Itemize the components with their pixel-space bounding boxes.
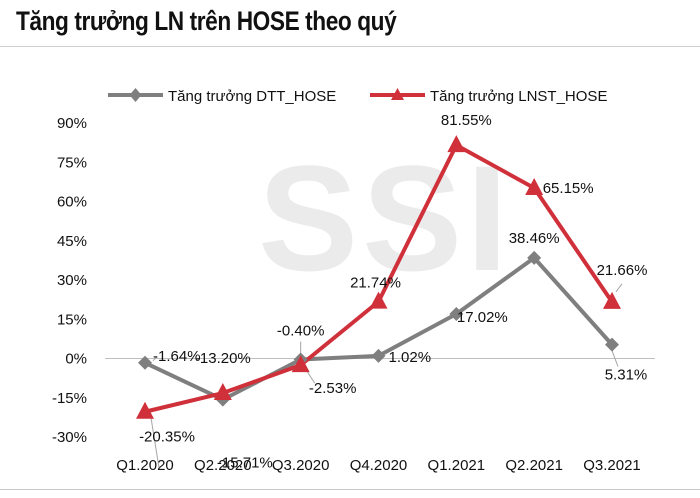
x-tick-label: Q3.2020 xyxy=(272,457,330,474)
data-point-dtt xyxy=(138,355,152,370)
y-tick-label: 90% xyxy=(57,115,87,132)
legend-marker-dtt xyxy=(129,88,142,102)
x-axis-ticks: Q1.2020 Q2.2020 Q3.2020 Q4.2020 Q1.2021 Q2.20… xyxy=(116,457,641,474)
data-point-dtt xyxy=(527,250,542,265)
y-tick-label: 60% xyxy=(57,194,87,211)
legend-label-lnst: Tăng trưởng LNST_HOSE xyxy=(430,88,607,105)
data-point-dtt xyxy=(371,348,386,363)
data-point-dtt xyxy=(449,306,464,321)
data-point-lnst xyxy=(136,401,154,419)
data-label-dtt: -15.71% xyxy=(217,455,273,472)
x-tick-label: Q3.2021 xyxy=(583,457,641,474)
data-point-lnst xyxy=(369,291,388,309)
data-label-lnst: 81.55% xyxy=(441,112,492,129)
data-label-dtt: -1.64% xyxy=(153,348,201,365)
y-tick-label: -15% xyxy=(52,390,87,407)
data-label-dtt: -0.40% xyxy=(277,323,325,340)
data-point-lnst xyxy=(213,383,232,401)
y-axis-ticks: -30% -15% 0% 15% 30% 45% 60% 75% 90% xyxy=(52,115,87,446)
data-label-lnst: 65.15% xyxy=(543,180,594,197)
x-tick-label: Q1.2021 xyxy=(428,457,486,474)
data-point-lnst xyxy=(447,135,466,153)
watermark: SSI xyxy=(258,134,512,302)
y-tick-label: 45% xyxy=(57,233,87,250)
data-label-lnst: 21.74% xyxy=(350,275,401,292)
x-tick-label: Q4.2020 xyxy=(350,457,408,474)
data-label-dtt: 38.46% xyxy=(509,230,560,247)
y-tick-label: 0% xyxy=(65,351,87,368)
title-divider xyxy=(0,46,700,47)
data-point-lnst xyxy=(525,178,544,196)
data-label-lnst: -20.35% xyxy=(139,429,195,446)
y-tick-label: 30% xyxy=(57,272,87,289)
chart-title: Tăng trưởng LN trên HOSE theo quý xyxy=(16,6,397,36)
y-tick-label: 75% xyxy=(57,154,87,171)
data-label-lnst: -13.20% xyxy=(195,350,251,367)
leader-line xyxy=(611,350,619,367)
leader-line xyxy=(152,356,158,362)
legend: Tăng trưởng DTT_HOSE Tăng trưởng LNST_HO… xyxy=(108,88,607,105)
data-point-lnst xyxy=(291,355,310,373)
data-point-lnst xyxy=(603,291,621,309)
data-label-dtt: 5.31% xyxy=(605,367,648,384)
x-tick-label: Q1.2020 xyxy=(116,457,174,474)
data-label-lnst: -2.53% xyxy=(309,380,357,397)
y-tick-label: 15% xyxy=(57,311,87,328)
data-labels: -1.64% -15.71% -0.40% 1.02% 17.02% 38.46% 5.31… xyxy=(139,112,647,471)
data-label-dtt: 1.02% xyxy=(389,349,432,366)
data-point-dtt xyxy=(605,337,619,352)
data-label-lnst: 21.66% xyxy=(597,262,648,279)
x-tick-label: Q2.2021 xyxy=(505,457,563,474)
label-leader-lines xyxy=(150,283,623,468)
legend-label-dtt: Tăng trưởng DTT_HOSE xyxy=(168,88,336,105)
data-label-dtt: 17.02% xyxy=(457,309,508,326)
series-group xyxy=(136,135,621,419)
x-tick-label: Q2.2020 xyxy=(194,457,252,474)
leader-line xyxy=(615,283,623,293)
bottom-divider xyxy=(0,489,700,490)
legend-marker-lnst xyxy=(391,88,404,100)
y-tick-label: -30% xyxy=(52,429,87,446)
leader-line xyxy=(150,417,160,468)
